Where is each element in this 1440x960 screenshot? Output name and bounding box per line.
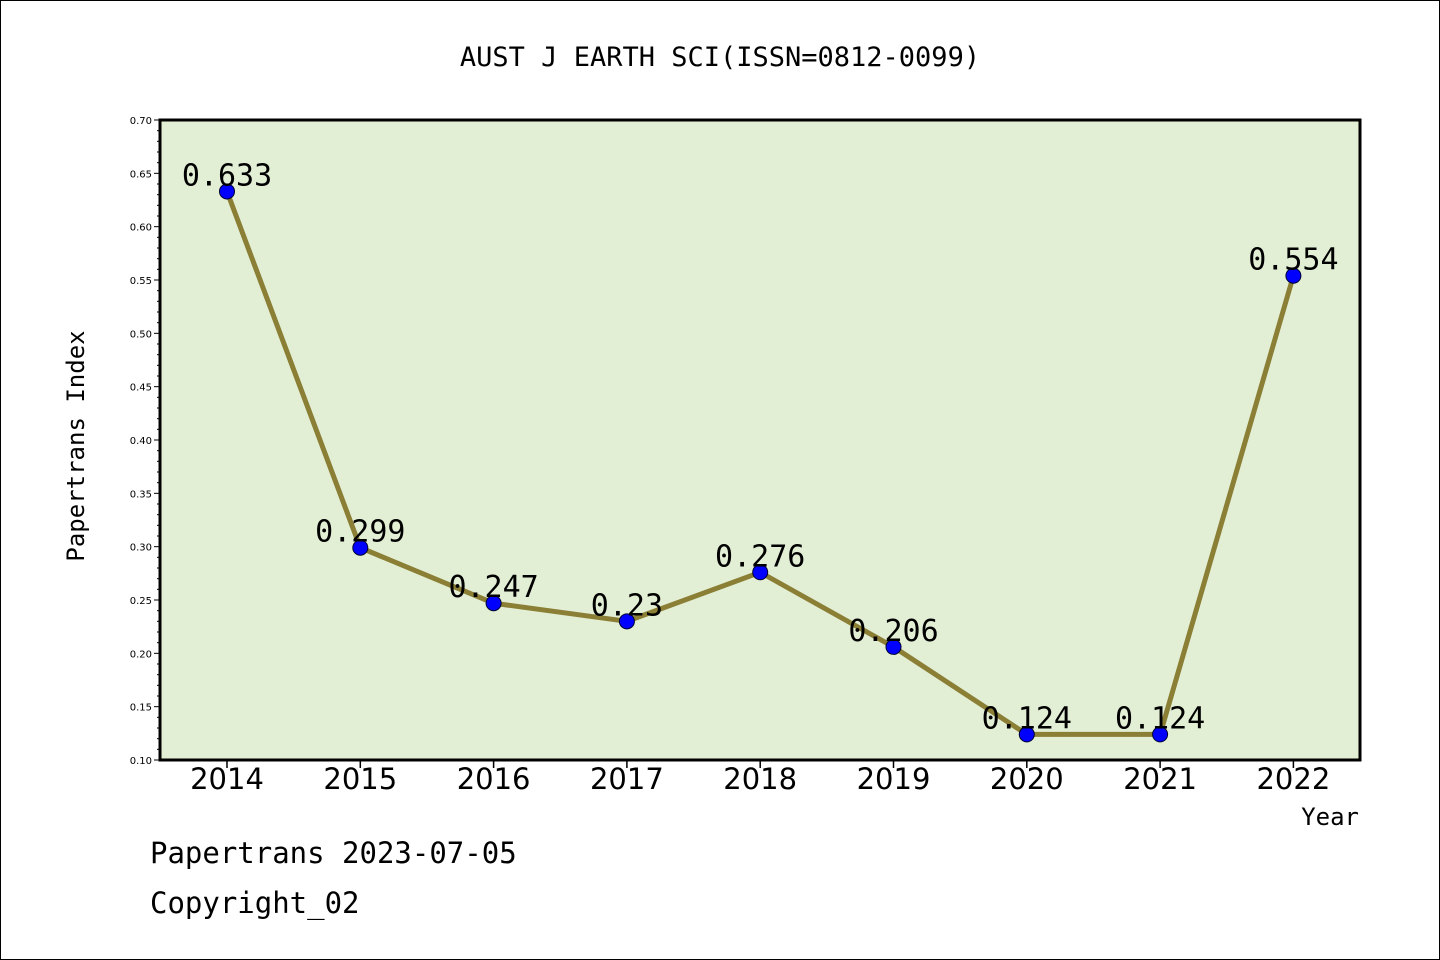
x-tick-label: 2022 [1256,762,1330,796]
x-tick-label: 2020 [990,762,1064,796]
y-tick-label: 0.10 [130,756,152,767]
data-label: 0.124 [1115,701,1205,736]
y-tick-label: 0.25 [130,596,152,607]
x-axis: 2014 2015 2016 2017 2018 2019 2020 2021 2022 [190,760,1330,796]
data-label: 0.554 [1248,243,1338,278]
x-tick-label: 2019 [857,762,931,796]
data-point [1285,267,1302,284]
x-tick-label: 2021 [1123,762,1197,796]
y-tick-label: 0.65 [130,169,152,180]
y-tick-label: 0.30 [130,543,152,554]
y-tick-label: 0.45 [130,383,152,394]
data-label: 0.247 [448,570,538,605]
footer-source: Papertrans 2023-07-05 [150,836,517,870]
y-tick-label: 0.20 [130,649,152,660]
data-label: 0.124 [982,701,1072,736]
data-point [352,539,369,556]
y-axis: 0.10 0.15 0.20 0.25 0.30 0.35 0.40 0.45 0.50 0.55… [130,116,160,767]
y-axis-title: Papertrans Index [62,330,90,561]
data-point [1018,726,1035,743]
y-tick-label: 0.40 [130,436,152,447]
data-label: 0.633 [182,158,272,193]
y-tick-label: 0.70 [130,116,152,127]
plot-area [158,118,1362,762]
data-point [485,595,502,612]
x-tick-label: 2018 [723,762,797,796]
footer-copyright: Copyright_02 [150,886,360,921]
y-tick-label: 0.60 [130,223,152,234]
series-layer: 0.633 0.299 0.247 0.23 0.276 0.206 0.124 0.124 0… [182,158,1339,743]
x-tick-label: 2015 [323,762,397,796]
chart-title: AUST J EARTH SCI(ISSN=0812-0099) [460,42,980,73]
y-tick-label: 0.35 [130,489,152,500]
y-tick-label: 0.15 [130,703,152,714]
data-label: 0.276 [715,539,805,574]
x-tick-label: 2014 [190,762,264,796]
data-point [618,613,635,630]
data-point [885,638,902,655]
y-tick-label: 0.50 [130,329,152,340]
x-axis-title: Year [1301,803,1359,831]
x-tick-label: 2017 [590,762,664,796]
y-tick-label: 0.55 [130,276,152,287]
data-label: 0.23 [591,588,663,623]
data-point [1152,726,1169,743]
data-point [752,564,769,581]
data-label: 0.299 [315,515,405,550]
data-point [219,183,235,200]
x-tick-label: 2016 [457,762,531,796]
data-label: 0.206 [848,614,938,649]
